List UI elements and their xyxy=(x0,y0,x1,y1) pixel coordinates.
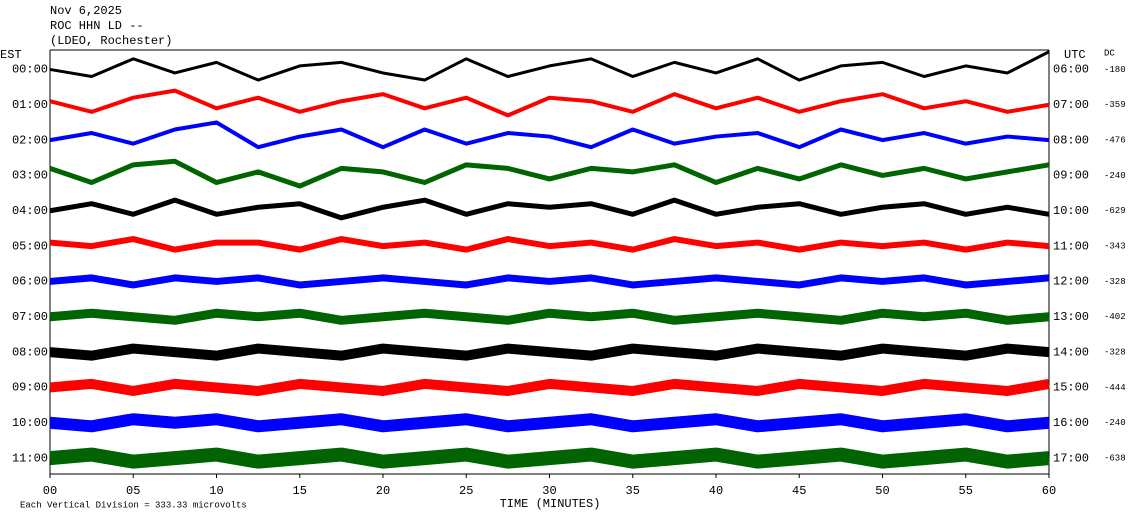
est-label: 02:00 xyxy=(12,133,48,147)
trace xyxy=(49,120,1050,150)
date: Nov 6,2025 xyxy=(50,4,122,18)
right-axis-label: UTC xyxy=(1064,48,1086,62)
x-tick-label: 55 xyxy=(959,484,973,498)
dc-value: -180 xyxy=(1104,65,1126,75)
est-label: 06:00 xyxy=(12,275,48,289)
dc-value: -343 xyxy=(1104,241,1126,251)
trace xyxy=(49,158,1050,189)
utc-label: 14:00 xyxy=(1053,345,1089,359)
utc-label: 07:00 xyxy=(1053,98,1089,112)
dc-value: -328 xyxy=(1104,347,1126,357)
dc-value: -359 xyxy=(1104,100,1126,110)
x-tick-label: 00 xyxy=(43,484,57,498)
trace xyxy=(49,197,1050,221)
x-tick-label: 30 xyxy=(542,484,556,498)
est-label: 00:00 xyxy=(12,63,48,77)
est-label: 08:00 xyxy=(12,345,48,359)
utc-label: 13:00 xyxy=(1053,310,1089,324)
est-label: 10:00 xyxy=(12,416,48,430)
utc-label: 17:00 xyxy=(1053,451,1089,465)
trace xyxy=(49,413,1050,433)
trace xyxy=(49,343,1050,361)
dc-value: -402 xyxy=(1104,312,1126,322)
trace xyxy=(49,274,1050,289)
x-axis-label: TIME (MINUTES) xyxy=(500,497,601,511)
dc-value: -476 xyxy=(1104,135,1126,145)
utc-label: 15:00 xyxy=(1053,381,1089,395)
est-label: 01:00 xyxy=(12,98,48,112)
est-label: 11:00 xyxy=(12,451,48,465)
est-label: 09:00 xyxy=(12,381,48,395)
x-tick-label: 60 xyxy=(1042,484,1056,498)
dc-value: -328 xyxy=(1104,277,1126,287)
est-label: 05:00 xyxy=(12,239,48,253)
x-tick-label: 40 xyxy=(709,484,723,498)
utc-label: 09:00 xyxy=(1053,169,1089,183)
x-tick-label: 50 xyxy=(875,484,889,498)
utc-label: 12:00 xyxy=(1053,275,1089,289)
utc-label: 10:00 xyxy=(1053,204,1089,218)
utc-label: 06:00 xyxy=(1053,63,1089,77)
station: ROC HHN LD -- xyxy=(50,19,144,33)
utc-label: 11:00 xyxy=(1053,239,1089,253)
location: (LDEO, Rochester) xyxy=(50,34,172,48)
x-tick-label: 20 xyxy=(376,484,390,498)
utc-label: 16:00 xyxy=(1053,416,1089,430)
trace xyxy=(49,378,1050,396)
utc-label: 08:00 xyxy=(1053,133,1089,147)
est-label: 04:00 xyxy=(12,204,48,218)
x-tick-label: 45 xyxy=(792,484,806,498)
trace xyxy=(49,88,1050,118)
dc-value: -240 xyxy=(1104,171,1126,181)
dc-value: -240 xyxy=(1104,418,1126,428)
est-label: 03:00 xyxy=(12,169,48,183)
footer: Each Vertical Division = 333.33 microvol… xyxy=(20,500,247,510)
x-tick-label: 15 xyxy=(293,484,307,498)
x-tick-label: 35 xyxy=(626,484,640,498)
dc-value: -444 xyxy=(1104,383,1126,393)
trace xyxy=(49,447,1050,469)
trace xyxy=(49,236,1050,253)
x-tick-label: 25 xyxy=(459,484,473,498)
dc-value: -638 xyxy=(1104,453,1126,463)
left-axis-label: EST xyxy=(0,48,22,62)
est-label: 07:00 xyxy=(12,310,48,324)
dc-value: -629 xyxy=(1104,206,1126,216)
x-tick-label: 05 xyxy=(126,484,140,498)
trace xyxy=(49,308,1050,325)
dc-label: DC xyxy=(1104,48,1115,58)
trace xyxy=(49,50,1050,82)
x-tick-label: 10 xyxy=(209,484,223,498)
